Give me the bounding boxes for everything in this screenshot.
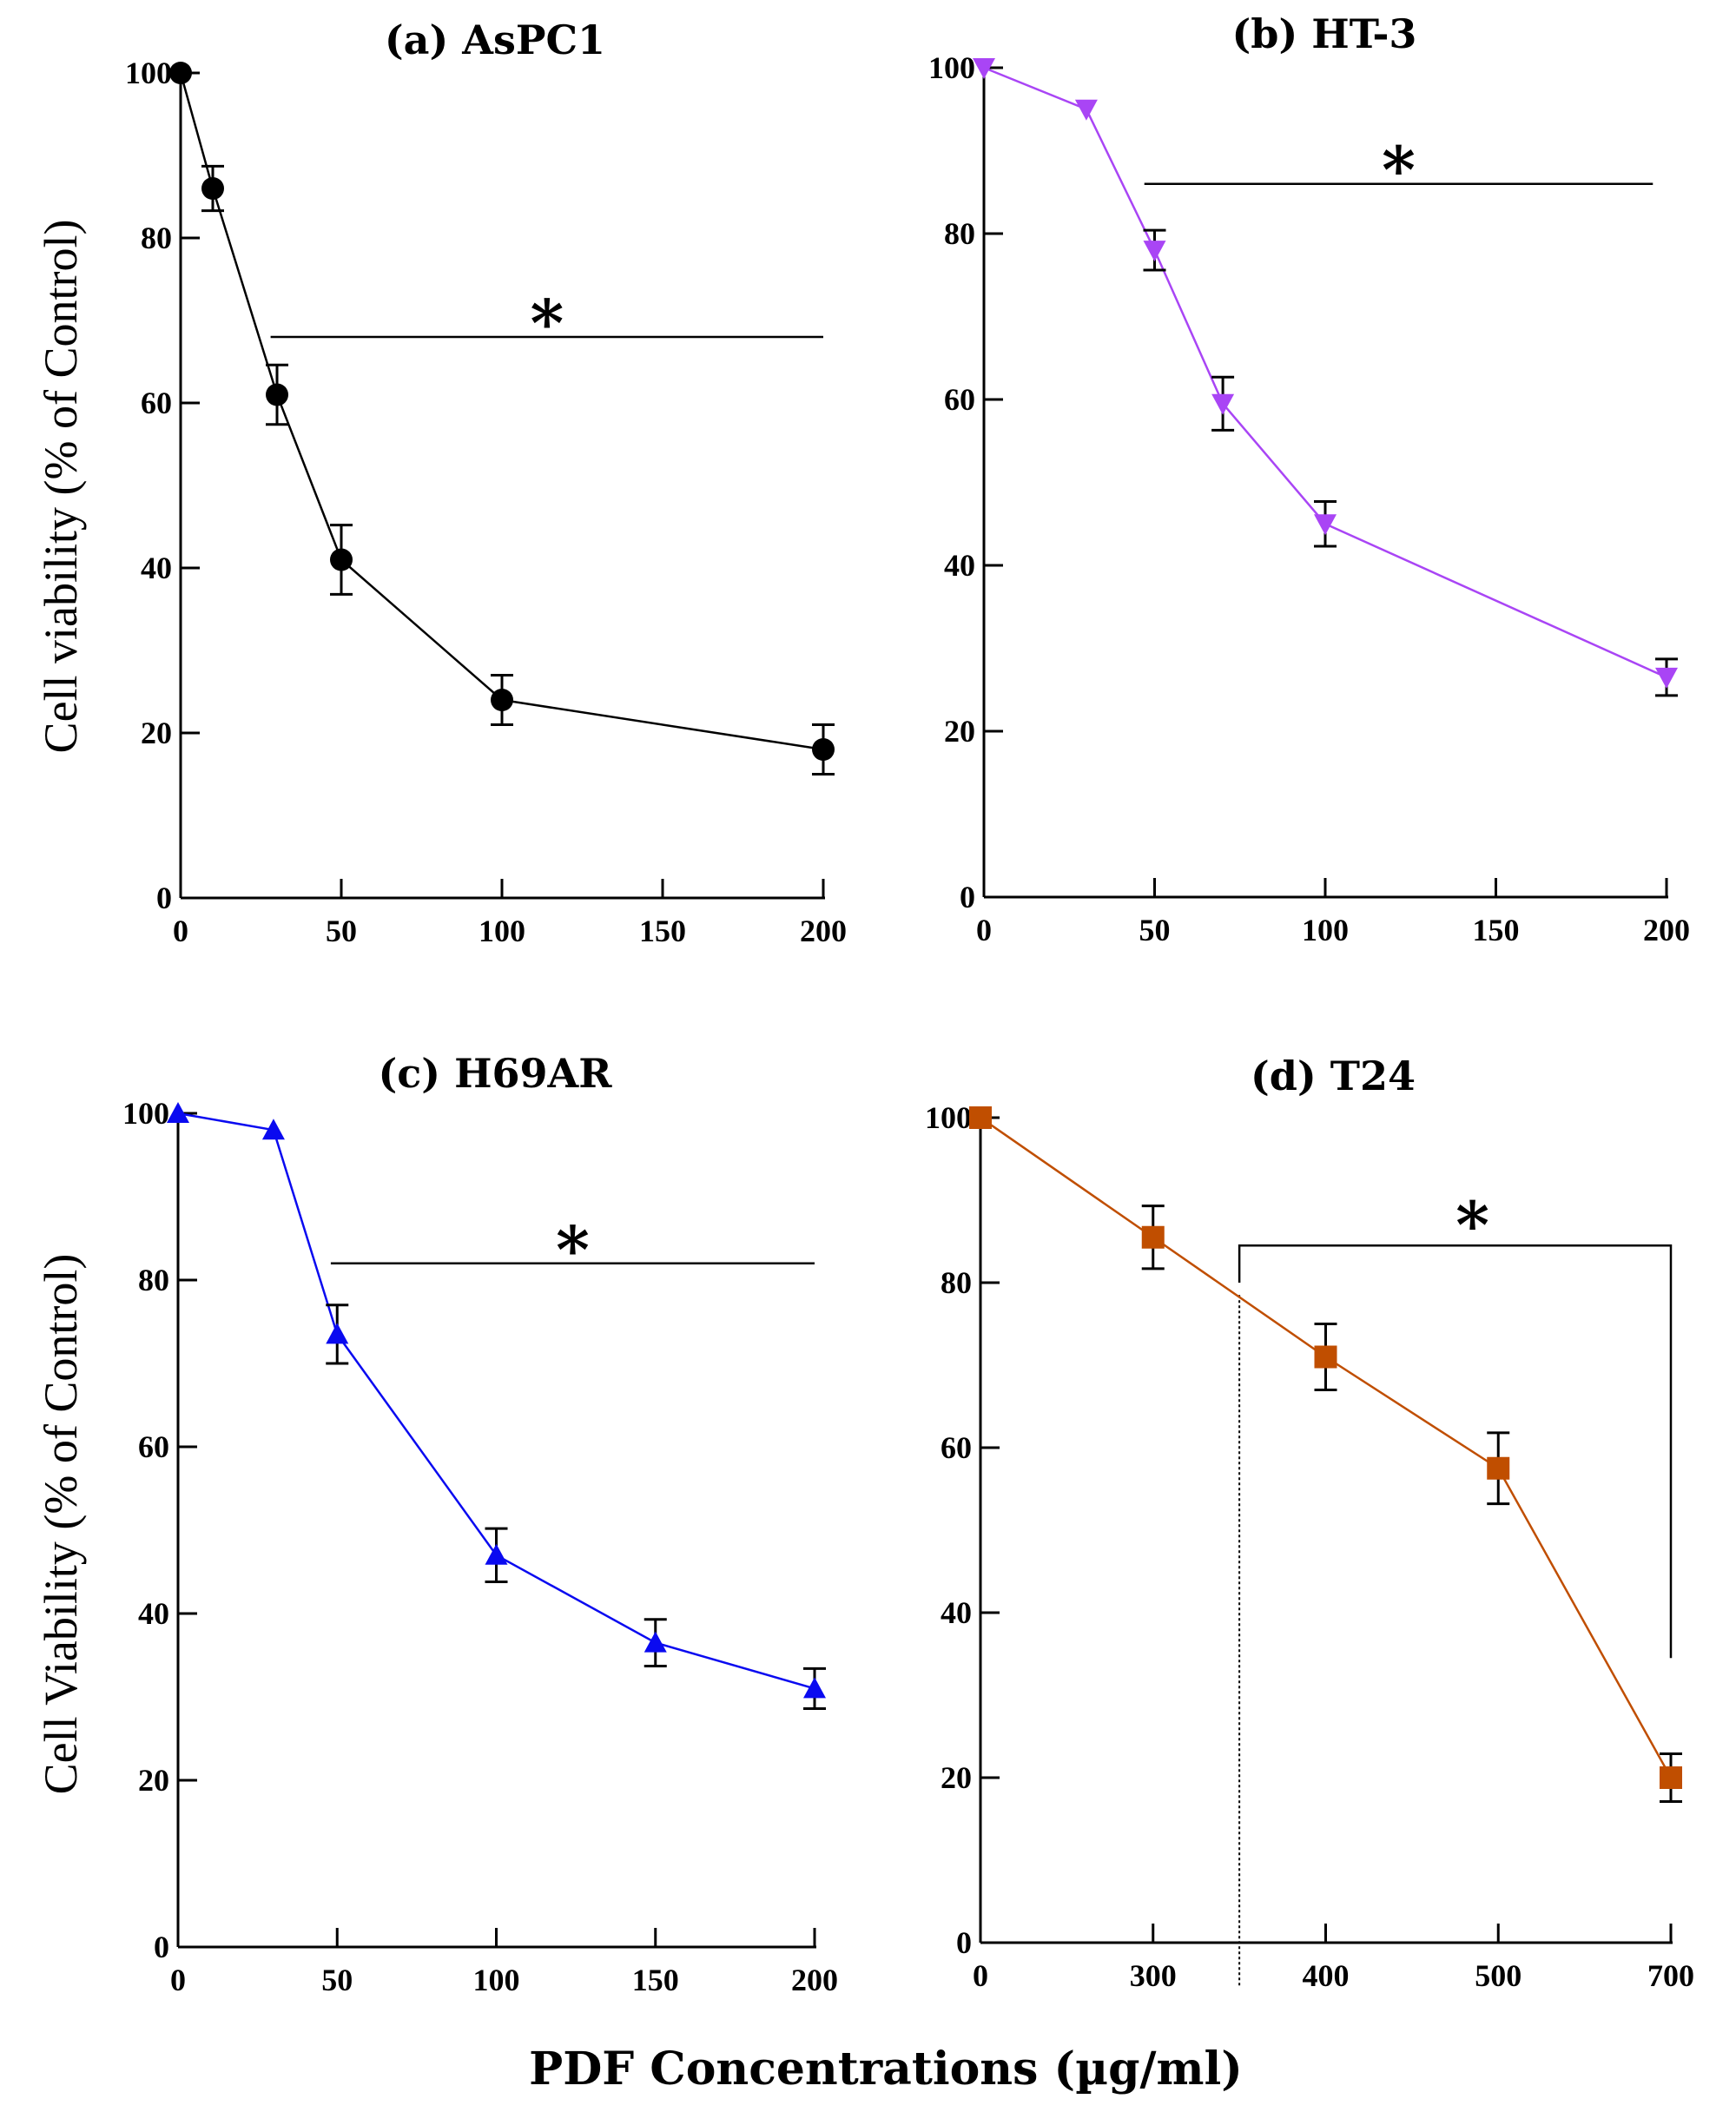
panel-d-ytick-label: 80 — [941, 1265, 972, 1300]
panel-c-ytick-label: 60 — [138, 1429, 169, 1464]
panel-c-data-point — [485, 1543, 508, 1565]
panel-c-significance-star: * — [556, 1213, 590, 1288]
panel-b-xtick-label: 150 — [1473, 913, 1520, 947]
panel-b-data-point — [1655, 667, 1678, 689]
panel-a-ytick-label: 60 — [141, 386, 172, 420]
panel-d-ytick-label: 0 — [956, 1925, 972, 1960]
panel-c-ytick-label: 40 — [138, 1596, 169, 1631]
panel-c-series-line — [177, 1112, 815, 1690]
panel-b-ytick-label: 80 — [944, 216, 975, 251]
panel-d-series-line — [980, 1116, 1673, 1779]
panel-a-ytick-label: 100 — [125, 56, 172, 90]
panel-a-data-point — [266, 383, 288, 406]
panel-b-title: (b) HT-3 — [1232, 10, 1417, 57]
panel-a-ytick-label: 0 — [156, 881, 172, 915]
panel-a-ytick-label: 40 — [141, 551, 172, 585]
panel-b-data-point — [1314, 514, 1337, 536]
panel-a-xtick-label: 150 — [639, 914, 686, 948]
panel-a: 0 20 40 60 80 100 0 50 100 150 200 * — [125, 56, 847, 948]
panel-c-data-point — [167, 1102, 189, 1123]
panel-b-ytick-label: 20 — [944, 714, 975, 749]
panel-d-xtick-label: 0 — [973, 1958, 988, 1993]
panel-a-data-point — [491, 689, 513, 711]
panel-b-xtick-label: 0 — [976, 913, 992, 947]
panel-c-xtick-label: 150 — [632, 1963, 679, 1997]
panel-b-xtick-label: 200 — [1643, 913, 1690, 947]
panel-c-xtick-label: 200 — [791, 1963, 838, 1997]
panel-d-data-point — [969, 1106, 992, 1129]
panel-d-ytick-label: 20 — [941, 1760, 972, 1795]
panel-c-xtick-label: 100 — [473, 1963, 520, 1997]
panel-a-data-point — [812, 738, 835, 761]
panel-a-data-point — [201, 177, 224, 200]
panel-c-data-point — [803, 1677, 826, 1699]
panel-c-ytick-label: 20 — [138, 1763, 169, 1798]
panel-d-data-point — [1314, 1345, 1337, 1369]
panel-b-data-point — [1074, 99, 1098, 121]
panel-c-ylabel: Cell Viability (% of Control) — [35, 1254, 87, 1795]
panel-c-data-point — [326, 1323, 349, 1344]
panel-a-title: (a) AsPC1 — [385, 16, 605, 63]
panel-b-ytick-label: 0 — [960, 880, 975, 914]
panel-d-xtick-label: 300 — [1130, 1958, 1177, 1993]
panel-c-xtick-label: 0 — [170, 1963, 186, 1997]
panel-a-xtick-label: 200 — [800, 914, 847, 948]
panel-d-title: (d) T24 — [1251, 1053, 1416, 1099]
panel-d-significance-star: * — [1455, 1188, 1489, 1263]
panel-a-ytick-label: 80 — [141, 221, 172, 255]
panel-a-xtick-label: 0 — [173, 914, 188, 948]
panel-d-significance-bracket — [1238, 1244, 1673, 1659]
panel-c-ytick-label: 0 — [154, 1930, 169, 1964]
panel-d-ytick-label: 40 — [941, 1595, 972, 1630]
panel-d-data-point — [1660, 1766, 1682, 1789]
common-xlabel: PDF Concentrations (µg/ml) — [529, 2043, 1243, 2096]
panel-d-data-point — [1141, 1225, 1165, 1249]
panel-c-ytick-label: 100 — [122, 1096, 169, 1131]
panel-c-data-point — [644, 1631, 667, 1653]
panel-a-data-point — [330, 548, 353, 571]
panel-b-ytick-label: 60 — [944, 382, 975, 417]
panel-a-ytick-label: 20 — [141, 716, 172, 750]
panel-c-data-point — [261, 1119, 285, 1140]
panel-c-xtick-label: 50 — [321, 1963, 353, 1997]
panel-b-data-point — [973, 58, 995, 79]
panel-d-ytick-label: 100 — [925, 1100, 972, 1135]
panel-b-ytick-label: 40 — [944, 548, 975, 583]
panel-d-data-point — [1487, 1456, 1510, 1480]
panel-d-ytick-label: 60 — [941, 1430, 972, 1465]
panel-a-significance-star: * — [530, 287, 564, 361]
panel-d-xtick-label: 700 — [1647, 1958, 1694, 1993]
panel-b-significance-star: * — [1382, 134, 1416, 208]
panel-c-ytick-label: 80 — [138, 1263, 169, 1297]
panel-b-data-point — [1143, 241, 1166, 262]
panel-d-xtick-label: 500 — [1475, 1958, 1521, 1993]
panel-b-xtick-label: 50 — [1139, 913, 1171, 947]
panel-b: 0 20 40 60 80 100 0 50 100 150 200 * — [928, 50, 1690, 947]
panel-b-series-line — [983, 66, 1667, 679]
panel-b-ytick-label: 100 — [928, 50, 975, 85]
panel-d: 0 20 40 60 80 100 0 300 400 500 700 * — [925, 1100, 1694, 1993]
panel-b-data-point — [1211, 393, 1235, 415]
panel-c: 0 20 40 60 80 100 0 50 100 150 200 * — [122, 1096, 838, 1997]
panel-b-xtick-label: 100 — [1302, 913, 1349, 947]
panel-a-xtick-label: 100 — [479, 914, 525, 948]
panel-a-data-point — [169, 62, 192, 84]
panel-a-series-line — [179, 72, 824, 751]
panel-a-xtick-label: 50 — [326, 914, 357, 948]
panel-a-ylabel: Cell viability (% of Control) — [35, 220, 87, 754]
panel-d-xtick-label: 400 — [1303, 1958, 1350, 1993]
panel-c-title: (c) H69AR — [379, 1050, 613, 1097]
